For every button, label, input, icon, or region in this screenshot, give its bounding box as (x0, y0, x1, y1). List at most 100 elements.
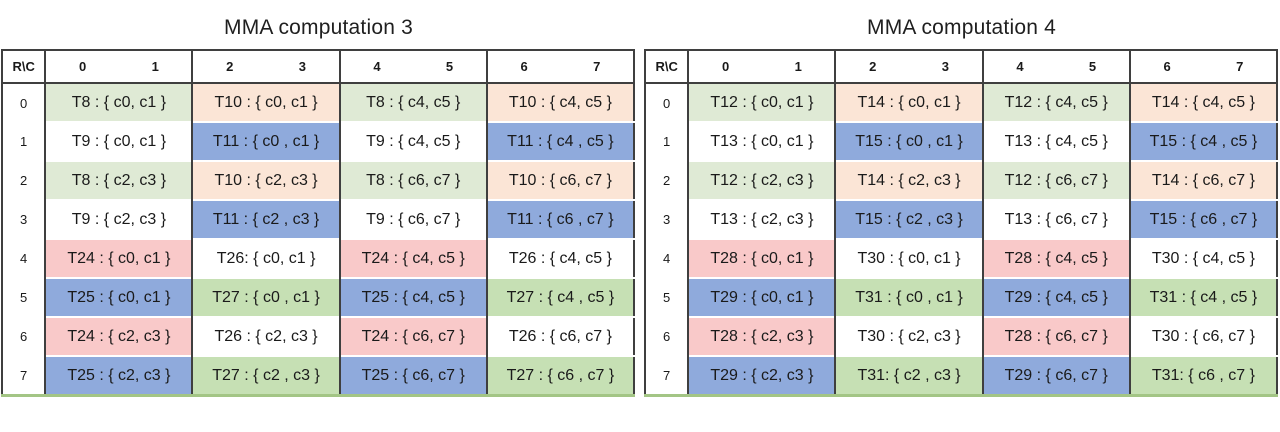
col-header: 1 (761, 50, 836, 84)
matrix-cell: T26 : { c4, c5 } (485, 238, 634, 278)
col-header: 4 (338, 50, 414, 84)
matrix-cell: T24 : { c6, c7 } (338, 316, 487, 356)
table-row: 6 T28 : { c2, c3 } T30 : { c2, c3 } T28 : {… (645, 316, 1277, 356)
matrix-cell: T8 : { c2, c3 } (45, 160, 193, 200)
matrix-cell: T15 : { c4 , c5 } (1128, 121, 1277, 161)
matrix-cell: T29 : { c2, c3 } (688, 355, 836, 396)
matrix-cell: T24 : { c4, c5 } (338, 238, 487, 278)
table-row: 0 T8 : { c0, c1 } T10 : { c0, c1 } T8 : { c… (2, 83, 634, 122)
mma-computation-3-panel: MMA computation 3 R\C 0 1 2 3 4 5 6 7 0 T8 : { c0… (0, 6, 637, 432)
matrix-cell: T28 : { c4, c5 } (981, 238, 1130, 278)
mma-table-4: R\C 0 1 2 3 4 5 6 7 0 T12 : { c0, c1 } T14 : { c0,… (644, 49, 1278, 397)
col-header: 6 (1128, 50, 1204, 84)
matrix-cell: T10 : { c6, c7 } (485, 160, 634, 200)
matrix-cell: T14 : { c6, c7 } (1128, 160, 1277, 200)
row-header: 3 (2, 200, 47, 239)
col-header: 0 (45, 50, 119, 84)
matrix-cell: T9 : { c6, c7 } (338, 199, 487, 239)
row-header: 1 (645, 122, 690, 161)
matrix-cell: T10 : { c2, c3 } (191, 160, 340, 200)
matrix-cell: T8 : { c6, c7 } (338, 160, 487, 200)
col-header: 7 (1203, 50, 1277, 84)
matrix-cell: T25 : { c0, c1 } (45, 277, 193, 317)
matrix-cell: T25 : { c6, c7 } (338, 355, 487, 396)
matrix-cell: T31 : { c0 , c1 } (834, 277, 983, 317)
matrix-cell: T15 : { c2 , c3 } (834, 199, 983, 239)
col-header: 5 (413, 50, 487, 84)
col-header: 2 (191, 50, 267, 84)
table-row: 3 T13 : { c2, c3 } T15 : { c2 , c3 } T13 : … (645, 199, 1277, 239)
matrix-cell: T31: { c2 , c3 } (834, 355, 983, 396)
table-row: 5 T25 : { c0, c1 } T27 : { c0 , c1 } T25 : … (2, 277, 634, 317)
col-header: 2 (834, 50, 910, 84)
matrix-cell: T24 : { c2, c3 } (45, 316, 193, 356)
mma-table-3: R\C 0 1 2 3 4 5 6 7 0 T8 : { c0, c1 } T10 : { c0, … (1, 49, 635, 397)
matrix-cell: T25 : { c4, c5 } (338, 277, 487, 317)
matrix-cell: T8 : { c0, c1 } (45, 83, 193, 122)
matrix-cell: T26: { c0, c1 } (191, 238, 340, 278)
matrix-cell: T13 : { c4, c5 } (981, 121, 1130, 161)
table-row: 2 T12 : { c2, c3 } T14 : { c2, c3 } T12 : {… (645, 160, 1277, 200)
corner-label: R\C (645, 50, 690, 84)
row-header: 3 (645, 200, 690, 239)
mma-computation-4-panel: MMA computation 4 R\C 0 1 2 3 4 5 6 7 0 T12 : { c… (643, 6, 1280, 432)
matrix-cell: T28 : { c2, c3 } (688, 316, 836, 356)
table-row: 6 T24 : { c2, c3 } T26 : { c2, c3 } T24 : {… (2, 316, 634, 356)
matrix-cell: T26 : { c6, c7 } (485, 316, 634, 356)
matrix-cell: T11 : { c6 , c7 } (485, 199, 634, 239)
matrix-cell: T13 : { c2, c3 } (688, 199, 836, 239)
matrix-cell: T12 : { c0, c1 } (688, 83, 836, 122)
col-header: 5 (1056, 50, 1130, 84)
table-row: 7 T29 : { c2, c3 } T31: { c2 , c3 } T29 : {… (645, 355, 1277, 396)
matrix-cell: T10 : { c0, c1 } (191, 83, 340, 122)
matrix-cell: T28 : { c6, c7 } (981, 316, 1130, 356)
table-title: MMA computation 4 (867, 16, 1056, 39)
col-header: 6 (485, 50, 561, 84)
matrix-cell: T25 : { c2, c3 } (45, 355, 193, 396)
table-row: 1 T13 : { c0, c1 } T15 : { c0 , c1 } T13 : … (645, 121, 1277, 161)
row-header: 7 (2, 356, 47, 396)
matrix-cell: T12 : { c6, c7 } (981, 160, 1130, 200)
matrix-cell: T30 : { c0, c1 } (834, 238, 983, 278)
matrix-cell: T27 : { c4 , c5 } (485, 277, 634, 317)
corner-label: R\C (2, 50, 47, 84)
matrix-cell: T9 : { c0, c1 } (45, 121, 193, 161)
matrix-cell: T10 : { c4, c5 } (485, 83, 634, 122)
matrix-cell: T29 : { c0, c1 } (688, 277, 836, 317)
matrix-cell: T27 : { c2 , c3 } (191, 355, 340, 396)
table-title: MMA computation 3 (224, 16, 413, 39)
matrix-cell: T13 : { c6, c7 } (981, 199, 1130, 239)
row-header: 2 (2, 161, 47, 200)
col-header: 0 (688, 50, 762, 84)
matrix-cell: T13 : { c0, c1 } (688, 121, 836, 161)
matrix-cell: T27 : { c0 , c1 } (191, 277, 340, 317)
col-header: 1 (118, 50, 193, 84)
row-header: 5 (2, 278, 47, 317)
row-header: 0 (2, 83, 47, 122)
matrix-cell: T11 : { c4 , c5 } (485, 121, 634, 161)
matrix-cell: T15 : { c0 , c1 } (834, 121, 983, 161)
matrix-cell: T27 : { c6 , c7 } (485, 355, 634, 396)
row-header: 4 (2, 239, 47, 278)
col-header: 3 (909, 50, 983, 84)
col-header: 3 (266, 50, 340, 84)
matrix-cell: T14 : { c0, c1 } (834, 83, 983, 122)
row-header: 5 (645, 278, 690, 317)
col-header: 7 (560, 50, 634, 84)
table-row: 5 T29 : { c0, c1 } T31 : { c0 , c1 } T29 : … (645, 277, 1277, 317)
table-row: 7 T25 : { c2, c3 } T27 : { c2 , c3 } T25 : … (2, 355, 634, 396)
table-row: 3 T9 : { c2, c3 } T11 : { c2 , c3 } T9 : { … (2, 199, 634, 239)
matrix-cell: T15 : { c6 , c7 } (1128, 199, 1277, 239)
matrix-cell: T29 : { c4, c5 } (981, 277, 1130, 317)
matrix-cell: T30 : { c2, c3 } (834, 316, 983, 356)
matrix-cell: T9 : { c4, c5 } (338, 121, 487, 161)
table-row: 0 T12 : { c0, c1 } T14 : { c0, c1 } T12 : {… (645, 83, 1277, 122)
matrix-cell: T14 : { c2, c3 } (834, 160, 983, 200)
matrix-cell: T31 : { c4 , c5 } (1128, 277, 1277, 317)
table-row: 4 T28 : { c0, c1 } T30 : { c0, c1 } T28 : {… (645, 238, 1277, 278)
row-header: 0 (645, 83, 690, 122)
matrix-cell: T9 : { c2, c3 } (45, 199, 193, 239)
matrix-cell: T30 : { c4, c5 } (1128, 238, 1277, 278)
row-header: 7 (645, 356, 690, 396)
